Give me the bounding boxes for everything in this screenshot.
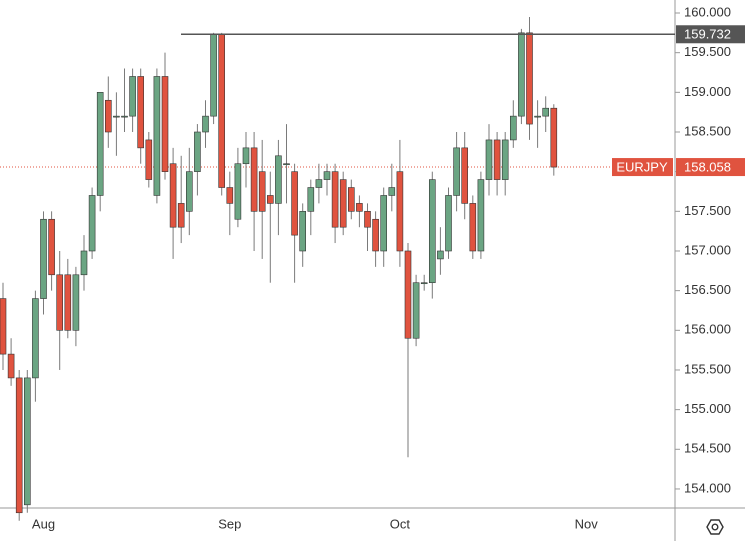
candle-body: [477, 179, 485, 252]
candle-body: [291, 171, 298, 236]
candle-body: [404, 250, 412, 339]
candle-body: [445, 195, 452, 252]
level-label-box: [676, 25, 745, 44]
candle-body: [501, 139, 509, 180]
candle-body: [64, 274, 72, 331]
y-tick-label: 159.500: [684, 44, 731, 59]
y-tick-label: 155.500: [684, 361, 731, 376]
y-tick-label: 155.000: [684, 401, 731, 416]
candle-body: [96, 92, 104, 196]
x-tick-label: Oct: [390, 516, 411, 531]
candle-body: [372, 218, 379, 252]
candle-body: [15, 377, 23, 514]
candle-body: [105, 99, 112, 133]
candle-body: [194, 131, 201, 172]
candle-body: [266, 195, 274, 204]
candle-body: [113, 115, 120, 118]
y-tick-label: 154.000: [684, 480, 731, 495]
candle-body: [493, 139, 501, 180]
candle-body: [7, 353, 15, 379]
candle-body: [169, 163, 177, 228]
settings-icon[interactable]: [706, 519, 724, 535]
candle-body: [202, 115, 209, 133]
last-price-label: 158.058: [684, 159, 731, 174]
candle-body: [315, 179, 323, 188]
candle-body: [210, 34, 217, 117]
candle-body: [121, 115, 128, 118]
candle-body: [485, 139, 493, 180]
level-label: 159.732: [684, 27, 731, 42]
candle-body: [388, 187, 396, 196]
candle-body: [453, 147, 460, 196]
settings-icon-center[interactable]: [711, 523, 719, 531]
candle-body: [469, 203, 477, 252]
x-tick-label: Nov: [575, 516, 599, 531]
candle-body: [356, 203, 363, 212]
candle-body: [145, 139, 153, 180]
candle-body: [396, 171, 404, 252]
candle-body: [437, 250, 444, 260]
last-price-label-box: [676, 158, 745, 177]
y-tick-label: 156.000: [684, 322, 731, 337]
candle-body: [234, 163, 242, 220]
candle-body: [542, 107, 550, 117]
candle-body: [550, 107, 558, 168]
candle-body: [307, 187, 315, 212]
candle-body: [283, 163, 290, 166]
candle-body: [380, 195, 388, 252]
candle-body: [88, 195, 96, 252]
y-tick-label: 154.500: [684, 441, 731, 456]
candle-body: [153, 76, 161, 196]
candle-body: [420, 282, 428, 285]
candle-body: [347, 187, 355, 212]
candle-body: [509, 115, 517, 141]
x-tick-label: Aug: [32, 516, 55, 531]
candle-body: [0, 298, 7, 355]
candle-body: [218, 34, 225, 188]
symbol-label: EURJPY: [616, 159, 668, 174]
candle-body: [23, 377, 31, 506]
candle-body: [364, 211, 371, 228]
candle-body: [177, 203, 185, 228]
candle-body: [412, 282, 420, 339]
candle-body: [40, 218, 47, 299]
settings-icon-hexagon[interactable]: [706, 519, 724, 535]
candle-body: [323, 171, 331, 180]
symbol-label-box: [612, 158, 673, 177]
candle-body: [161, 76, 169, 172]
candle-body: [331, 171, 339, 228]
candle-body: [56, 274, 64, 331]
y-tick-label: 158.500: [684, 123, 731, 138]
candle-body: [242, 147, 250, 165]
y-tick-label: 157.500: [684, 203, 731, 218]
candle-body: [72, 274, 80, 331]
candle-body: [518, 32, 525, 117]
candle-body: [534, 115, 541, 118]
candle-body: [339, 179, 347, 228]
candle-body: [137, 76, 144, 149]
candle-body: [129, 76, 136, 117]
y-tick-label: 159.000: [684, 84, 731, 99]
candle-body: [428, 179, 436, 284]
candle-body: [250, 147, 258, 212]
x-tick-label: Sep: [218, 516, 241, 531]
candle-body: [258, 171, 266, 212]
y-tick-label: 160.000: [684, 4, 731, 19]
y-tick-label: 156.500: [684, 282, 731, 297]
candle-body: [275, 155, 282, 204]
y-tick-label: 157.000: [684, 242, 731, 257]
candle-body: [461, 147, 469, 204]
candle-body: [186, 171, 193, 212]
candle-body: [32, 298, 39, 379]
candle-body: [299, 211, 307, 252]
candle-body: [526, 32, 533, 125]
candle-body: [226, 187, 234, 204]
candle-body: [48, 218, 55, 276]
candle-body: [80, 250, 88, 276]
